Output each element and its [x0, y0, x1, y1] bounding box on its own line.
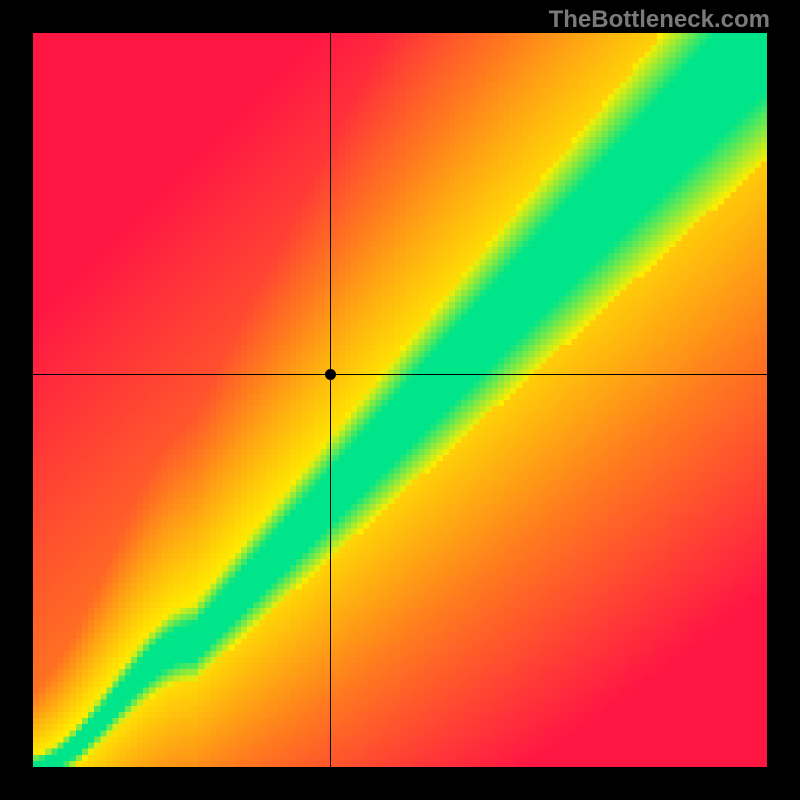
crosshair-horizontal — [33, 374, 767, 375]
attribution-text: TheBottleneck.com — [549, 6, 770, 34]
crosshair-vertical — [330, 33, 331, 767]
datapoint-marker — [325, 369, 336, 380]
chart-container: TheBottleneck.com — [0, 0, 800, 800]
bottleneck-heatmap — [33, 33, 767, 767]
